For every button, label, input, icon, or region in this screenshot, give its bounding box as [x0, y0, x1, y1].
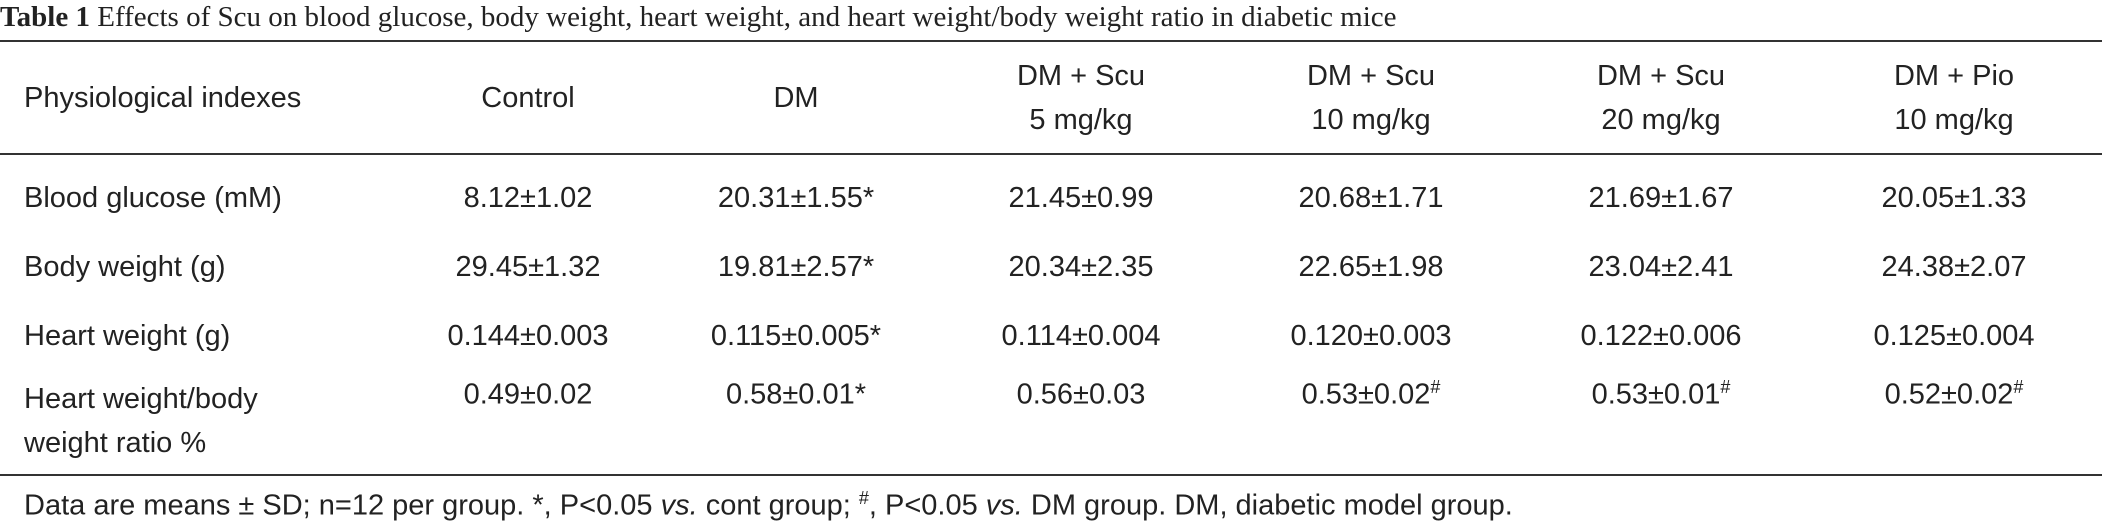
table-cell: 20.68±1.71: [1298, 181, 1444, 214]
table-cell: 21.45±0.99: [1008, 181, 1154, 214]
table-cell: 24.38±2.07: [1881, 251, 2027, 283]
table-cell: 0.56±0.03: [936, 371, 1226, 473]
cell-value: 0.49±0.02: [463, 378, 593, 411]
row-label: Blood glucose (mM): [24, 181, 282, 214]
header-line: 20 mg/kg: [1601, 103, 1721, 136]
table-cell: 0.125±0.004: [1873, 320, 2035, 352]
table-cell: 20.31±1.55*: [717, 181, 875, 214]
row-label-line: Heart weight/body: [24, 383, 258, 415]
significance-mark: #: [2013, 377, 2024, 397]
table-cell: 0.49±0.02: [400, 371, 656, 473]
cell-value: 0.52±0.02: [1884, 378, 2014, 411]
footnote-text: , P<0.05: [868, 489, 986, 522]
header-cell: Control: [481, 81, 575, 114]
cell-value: 0.53±0.01: [1591, 378, 1721, 411]
header-rule: [0, 153, 2102, 155]
table-row: Heart weight/body weight ratio % 0.49±0.0…: [0, 371, 2102, 473]
bottom-rule: [0, 474, 2102, 476]
top-rule: [0, 40, 2102, 42]
table-cell: 0.120±0.003: [1290, 320, 1452, 352]
header-line: DM + Scu: [1596, 59, 1726, 92]
footnote-vs: vs.: [660, 489, 698, 522]
table-row: Heart weight (g) 0.144±0.003 0.115±0.005…: [0, 302, 2102, 371]
header-cell: DM: [773, 81, 819, 114]
header-cell: DM + Pio 10 mg/kg: [1806, 42, 2102, 153]
header-line: DM + Scu: [1306, 59, 1436, 92]
footnote-mark: #: [858, 488, 869, 508]
table-title: Effects of Scu on blood glucose, body we…: [97, 1, 1397, 33]
cell-value: 0.53±0.02: [1301, 378, 1431, 411]
row-label: Heart weight/body weight ratio %: [0, 371, 400, 473]
row-label: Body weight (g): [24, 251, 226, 283]
footnote-text: cont group;: [697, 489, 859, 522]
table-cell: 22.65±1.98: [1298, 251, 1444, 283]
header-cell: DM + Scu 10 mg/kg: [1226, 42, 1516, 153]
table-cell: 20.05±1.33: [1881, 181, 2027, 214]
table-cell: 8.12±1.02: [463, 181, 593, 214]
row-label: Heart weight (g): [24, 320, 231, 352]
header-cell: DM + Scu 20 mg/kg: [1516, 42, 1806, 153]
table-row: Blood glucose (mM) 8.12±1.02 20.31±1.55*…: [0, 153, 2102, 233]
footnote-text: DM group. DM, diabetic model group.: [1022, 489, 1513, 522]
footnote-text: Data are means ± SD; n=12 per group. *, …: [24, 489, 661, 522]
table-cell: 0.53±0.02#: [1226, 371, 1516, 473]
table-cell: 20.34±2.35: [1008, 251, 1154, 283]
header-line: DM + Scu: [1016, 59, 1146, 92]
table-cell: 21.69±1.67: [1588, 181, 1734, 214]
table-cell: 0.144±0.003: [447, 320, 609, 352]
header-line: 10 mg/kg: [1894, 103, 2014, 136]
table-row: Body weight (g) 29.45±1.32 19.81±2.57* 2…: [0, 233, 2102, 302]
cell-value: 0.58±0.01*: [725, 378, 867, 411]
table-cell: 19.81±2.57*: [717, 251, 875, 283]
table-cell: 0.58±0.01*: [656, 371, 936, 473]
header-row: Physiological indexes Control DM DM + Sc…: [0, 42, 2102, 153]
table-footnote: Data are means ± SD; n=12 per group. *, …: [24, 488, 1513, 523]
table-caption: Table 1 Effects of Scu on blood glucose,…: [0, 0, 2102, 38]
header-line: DM + Pio: [1893, 59, 2015, 92]
significance-mark: #: [1720, 377, 1731, 397]
header-cell: Physiological indexes: [24, 81, 302, 114]
header-line: 5 mg/kg: [1029, 103, 1133, 136]
cell-value: 0.56±0.03: [1016, 378, 1146, 411]
data-table: Physiological indexes Control DM DM + Sc…: [0, 42, 2102, 473]
table-number: Table 1: [0, 1, 90, 33]
row-label-line: weight ratio %: [24, 427, 207, 459]
footnote-vs: vs.: [985, 489, 1023, 522]
table-cell: 23.04±2.41: [1588, 251, 1734, 283]
table-cell: 0.115±0.005*: [710, 320, 882, 352]
header-line: 10 mg/kg: [1311, 103, 1431, 136]
table-cell: 0.122±0.006: [1580, 320, 1742, 352]
header-cell: DM + Scu 5 mg/kg: [936, 42, 1226, 153]
table-cell: 29.45±1.32: [455, 251, 601, 283]
significance-mark: #: [1430, 377, 1441, 397]
table-cell: 0.114±0.004: [1001, 320, 1161, 352]
table-cell: 0.52±0.02#: [1806, 371, 2102, 473]
table-cell: 0.53±0.01#: [1516, 371, 1806, 473]
